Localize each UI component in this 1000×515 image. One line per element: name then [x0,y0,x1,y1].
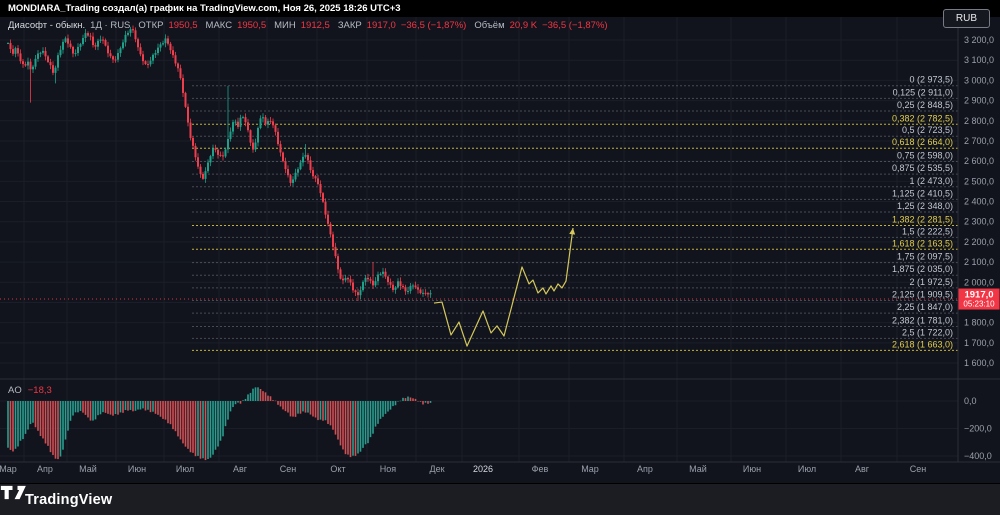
svg-text:Авг: Авг [233,464,248,474]
fib-level-label: 0,382 (2 782,5) [892,113,953,123]
change-value: −36,5 (−1,87%) [400,20,467,31]
fib-level-label: 2,5 (1 722,0) [902,327,953,337]
fib-level-label: 0,25 (2 848,5) [897,100,953,110]
fib-level-label: 2,618 (1 663,0) [892,339,953,349]
fib-level-label: 1,125 (2 410,5) [892,188,953,198]
svg-text:2 400,0: 2 400,0 [964,197,994,207]
symbol-interval-exchange[interactable]: 1Д · RUS [90,20,131,31]
fib-level-label: 0,5 (2 723,5) [902,125,953,135]
svg-text:2 600,0: 2 600,0 [964,156,994,166]
open-value: 1950,5 [168,20,198,31]
currency-toggle-button[interactable]: RUB [942,9,990,28]
pane-separators [0,17,1000,463]
svg-text:3 200,0: 3 200,0 [964,35,994,45]
svg-text:Апр: Апр [37,464,53,474]
attribution-text: MONDIARA_Trading создал(а) график на Tra… [8,3,401,14]
attribution-bar: MONDIARA_Trading создал(а) график на Tra… [0,0,1000,17]
svg-text:Июл: Июл [176,464,194,474]
svg-text:1 700,0: 1 700,0 [964,338,994,348]
svg-text:3 100,0: 3 100,0 [964,55,994,65]
volume-label: Объём [474,20,505,31]
svg-text:1917,0: 1917,0 [964,290,993,301]
fib-level-label: 0,875 (2 535,5) [892,163,953,173]
svg-text:2 000,0: 2 000,0 [964,277,994,287]
svg-text:Июл: Июл [798,464,816,474]
fib-level-label: 2,382 (1 781,0) [892,315,953,325]
svg-text:2 700,0: 2 700,0 [964,136,994,146]
ao-histogram-layer [7,387,432,461]
fib-level-label: 1,382 (2 281,5) [892,214,953,224]
svg-text:2 800,0: 2 800,0 [964,116,994,126]
price-badge: 1917,005:23:10 [958,288,1000,310]
svg-text:Май: Май [79,464,97,474]
svg-text:2 200,0: 2 200,0 [964,237,994,247]
fib-level-label: 1,75 (2 097,5) [897,252,953,262]
svg-text:1 600,0: 1 600,0 [964,358,994,368]
open-label: ОТКР [138,20,164,31]
fib-level-label: 0,125 (2 911,0) [893,87,953,97]
svg-text:1 800,0: 1 800,0 [964,318,994,328]
fib-level-label: 1,875 (2 035,0) [892,264,953,274]
svg-text:0,0: 0,0 [964,396,977,406]
time-axis[interactable]: Мар Апр Май Июн Июл Авг Сен Окт Ноя Дек 2026 Фев Мар… [0,464,926,474]
low-label: МИН [274,20,296,31]
svg-text:Мар: Мар [581,464,599,474]
ao-value: −18,3 [27,385,52,396]
fib-level-label: 2,125 (1 909,5) [892,290,953,300]
high-label: МАКС [205,20,233,31]
close-label: ЗАКР [337,20,362,31]
svg-text:Авг: Авг [855,464,870,474]
fib-level-label: 2 (1 972,5) [909,277,953,287]
fib-level-label: 2,25 (1 847,0) [897,302,953,312]
grid-layer [0,17,958,462]
price-axis[interactable]: 3 200,0 3 100,0 3 000,0 2 900,0 2 800,0 2 700… [964,35,994,461]
svg-text:2 900,0: 2 900,0 [964,96,994,106]
svg-text:Июн: Июн [128,464,146,474]
price-chart-canvas[interactable]: 0 (2 973,5) 0,125 (2 911,0) 0,25 (2 848,5)… [0,17,1000,483]
close-value: 1917,0 [366,20,396,31]
svg-text:Дек: Дек [429,464,444,474]
svg-text:−200,0: −200,0 [964,424,992,434]
svg-text:−400,0: −400,0 [964,451,992,461]
svg-text:2 500,0: 2 500,0 [964,176,994,186]
svg-text:05:23:10: 05:23:10 [963,300,995,309]
fib-level-label: 1,5 (2 222,5) [902,226,953,236]
low-value: 1912,5 [300,20,330,31]
arrow-up-icon [569,227,576,235]
projection-drawing [433,227,576,347]
footer-bar: TradingView [0,483,1000,515]
symbol-legend[interactable]: Диасофт - обыкн. 1Д · RUS ОТКР 1950,5 МА… [8,20,608,31]
svg-text:Фев: Фев [532,464,549,474]
svg-text:Ноя: Ноя [380,464,397,474]
svg-text:Июн: Июн [743,464,761,474]
svg-text:Мар: Мар [0,464,17,474]
fib-level-label: 0,618 (2 664,0) [892,137,953,147]
fib-level-label: 0 (2 973,5) [909,75,953,85]
volume-change-value: −36,5 (−1,87%) [542,20,608,31]
svg-text:Апр: Апр [637,464,653,474]
svg-text:Сен: Сен [910,464,927,474]
ao-label[interactable]: AO [8,385,22,396]
fib-level-label: 0,75 (2 598,0) [897,151,953,161]
tradingview-wordmark[interactable]: TradingView [25,491,113,508]
svg-text:3 000,0: 3 000,0 [964,75,994,85]
svg-text:Май: Май [689,464,707,474]
fib-level-label: 1 (2 473,0) [909,176,953,186]
volume-value: 20,9 K [509,20,538,31]
fib-retracement-layer: 0 (2 973,5) 0,125 (2 911,0) 0,25 (2 848,5)… [192,75,958,351]
svg-text:Окт: Окт [330,464,345,474]
svg-text:2 100,0: 2 100,0 [964,257,994,267]
fib-level-label: 1,25 (2 348,0) [897,201,953,211]
svg-text:2026: 2026 [473,464,493,474]
ao-indicator-legend[interactable]: AO −18,3 [8,385,52,396]
high-value: 1950,5 [237,20,267,31]
chart-area[interactable]: 0 (2 973,5) 0,125 (2 911,0) 0,25 (2 848,5)… [0,17,1000,483]
symbol-title[interactable]: Диасофт - обыкн. [8,20,86,31]
svg-text:2 300,0: 2 300,0 [964,217,994,227]
svg-text:Сен: Сен [280,464,297,474]
candles-layer [7,25,432,301]
fib-level-label: 1,618 (2 163,5) [892,238,953,248]
